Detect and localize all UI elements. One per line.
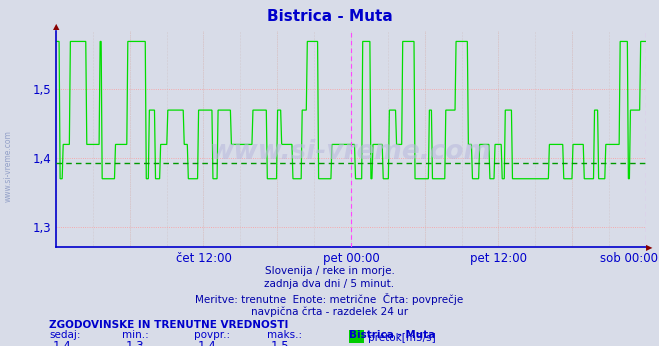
Text: 1,4: 1,4 (53, 340, 71, 346)
Text: Bistrica - Muta: Bistrica - Muta (267, 9, 392, 24)
Text: ZGODOVINSKE IN TRENUTNE VREDNOSTI: ZGODOVINSKE IN TRENUTNE VREDNOSTI (49, 320, 289, 330)
Text: pretok[m3/s]: pretok[m3/s] (368, 333, 436, 343)
Text: 1,3: 1,3 (125, 340, 144, 346)
Text: www.si-vreme.com: www.si-vreme.com (3, 130, 13, 202)
Text: 1,4: 1,4 (198, 340, 216, 346)
Text: ▶: ▶ (646, 243, 652, 252)
Text: zadnja dva dni / 5 minut.: zadnja dva dni / 5 minut. (264, 279, 395, 289)
Text: 1,5: 1,5 (270, 340, 289, 346)
Text: ▲: ▲ (53, 22, 59, 31)
Text: Slovenija / reke in morje.: Slovenija / reke in morje. (264, 266, 395, 276)
Text: min.:: min.: (122, 330, 149, 340)
Text: www.si-vreme.com: www.si-vreme.com (210, 139, 492, 165)
Text: Meritve: trenutne  Enote: metrične  Črta: povprečje: Meritve: trenutne Enote: metrične Črta: … (195, 293, 464, 305)
Text: maks.:: maks.: (267, 330, 302, 340)
Text: navpična črta - razdelek 24 ur: navpična črta - razdelek 24 ur (251, 306, 408, 317)
Text: sedaj:: sedaj: (49, 330, 81, 340)
Text: povpr.:: povpr.: (194, 330, 231, 340)
Text: Bistrica - Muta: Bistrica - Muta (349, 330, 436, 340)
